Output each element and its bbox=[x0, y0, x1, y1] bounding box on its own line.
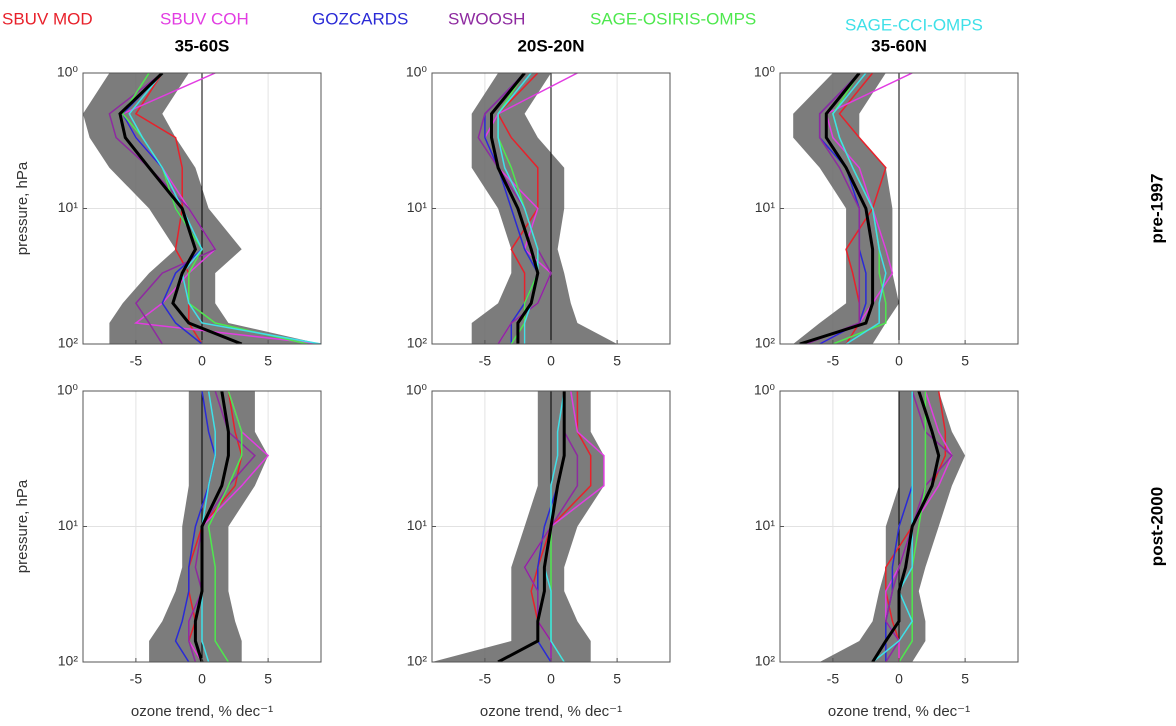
mean-line bbox=[871, 391, 941, 662]
series-line bbox=[174, 391, 216, 662]
y-tick-label: 10² bbox=[755, 335, 776, 351]
row-label: pre-1997 bbox=[1147, 174, 1166, 244]
x-tick-label: 0 bbox=[895, 353, 903, 369]
y-tick-label: 10² bbox=[407, 335, 428, 351]
plot-content bbox=[432, 391, 605, 662]
x-axis-label: ozone trend, % dec⁻¹ bbox=[131, 703, 273, 720]
series-line bbox=[497, 73, 539, 344]
x-tick-label: 5 bbox=[613, 671, 621, 687]
y-axis-label: pressure, hPa bbox=[14, 479, 31, 573]
x-tick-label: 0 bbox=[547, 671, 555, 687]
x-tick-label: 0 bbox=[198, 671, 206, 687]
x-tick-label: -5 bbox=[479, 353, 492, 369]
y-tick-label: 10² bbox=[58, 653, 79, 669]
y-tick-label: 10² bbox=[407, 653, 428, 669]
y-tick-label: 10¹ bbox=[58, 199, 79, 215]
envelope bbox=[819, 391, 966, 662]
y-tick-label: 10⁰ bbox=[406, 382, 428, 398]
panel: -5 0 5 10⁰ 10¹ 10² 35-60N pre-1997 bbox=[754, 36, 1167, 368]
panel: -5 0 5 10⁰ 10¹ 10² 35-60S pressure, hPa bbox=[14, 36, 322, 369]
legend-entry: SAGE-CCI-OMPS bbox=[845, 15, 983, 34]
x-tick-label: -5 bbox=[479, 671, 492, 687]
legend-entry: SWOOSH bbox=[448, 9, 525, 28]
envelope bbox=[471, 73, 618, 344]
series-line bbox=[832, 73, 887, 344]
mean-line bbox=[490, 73, 540, 344]
y-tick-label: 10² bbox=[58, 335, 79, 351]
plot-content bbox=[819, 391, 966, 662]
series-line bbox=[108, 73, 217, 344]
row-label: post-2000 bbox=[1147, 487, 1166, 566]
mean-line bbox=[799, 73, 875, 344]
legend-entry: SBUV MOD bbox=[2, 9, 93, 28]
y-tick-label: 10¹ bbox=[407, 199, 428, 215]
series-line bbox=[898, 391, 927, 662]
y-tick-label: 10¹ bbox=[407, 517, 428, 533]
series-line bbox=[806, 73, 861, 344]
legend-entry: SAGE-OSIRIS-OMPS bbox=[590, 9, 756, 28]
envelope bbox=[432, 391, 604, 662]
mean-line bbox=[118, 73, 243, 344]
x-tick-label: 0 bbox=[198, 353, 206, 369]
y-tick-label: 10⁰ bbox=[406, 64, 428, 80]
series-line bbox=[819, 73, 913, 344]
plot-content bbox=[793, 73, 913, 344]
series-line bbox=[128, 73, 321, 344]
y-tick-label: 10² bbox=[755, 653, 776, 669]
plot-content bbox=[471, 73, 618, 344]
x-tick-label: 5 bbox=[961, 671, 969, 687]
series-line bbox=[207, 391, 243, 662]
legend-entry: SBUV COH bbox=[160, 9, 249, 28]
mean-line bbox=[497, 391, 566, 662]
y-tick-label: 10⁰ bbox=[754, 64, 776, 80]
y-tick-label: 10⁰ bbox=[57, 382, 79, 398]
mean-line bbox=[193, 391, 230, 662]
x-axis-label: ozone trend, % dec⁻¹ bbox=[828, 703, 970, 720]
panel: -5 0 5 10⁰ 10¹ 10² pressure, hPa ozone trend, %… bbox=[14, 382, 322, 720]
x-tick-label: 5 bbox=[613, 353, 621, 369]
x-tick-label: -5 bbox=[827, 353, 840, 369]
x-tick-label: 0 bbox=[895, 671, 903, 687]
x-tick-label: 0 bbox=[547, 353, 555, 369]
series-line bbox=[134, 73, 203, 344]
x-tick-label: 5 bbox=[264, 353, 272, 369]
y-tick-label: 10¹ bbox=[755, 517, 776, 533]
series-line bbox=[872, 391, 914, 662]
panel-title: 35-60S bbox=[175, 36, 230, 55]
x-tick-label: 5 bbox=[961, 353, 969, 369]
series-line bbox=[484, 73, 539, 344]
x-tick-label: -5 bbox=[130, 671, 143, 687]
panel: -5 0 5 10⁰ 10¹ 10² ozone trend, % dec⁻¹ bbox=[406, 382, 671, 720]
panel: -5 0 5 10⁰ 10¹ 10² 20S-20N bbox=[406, 36, 671, 369]
x-tick-label: -5 bbox=[130, 353, 143, 369]
y-tick-label: 10⁰ bbox=[57, 64, 79, 80]
x-axis-label: ozone trend, % dec⁻¹ bbox=[480, 703, 622, 720]
plot-content bbox=[149, 391, 270, 662]
y-axis-label: pressure, hPa bbox=[14, 161, 31, 255]
series-line bbox=[187, 391, 243, 662]
x-tick-label: 5 bbox=[264, 671, 272, 687]
panel-title: 35-60N bbox=[871, 36, 927, 55]
x-tick-label: -5 bbox=[827, 671, 840, 687]
y-tick-label: 10⁰ bbox=[754, 382, 776, 398]
series-line bbox=[523, 391, 579, 662]
panel-title: 20S-20N bbox=[517, 36, 584, 55]
y-tick-label: 10¹ bbox=[58, 517, 79, 533]
legend-entry: GOZCARDS bbox=[312, 9, 408, 28]
plot-content bbox=[83, 73, 321, 344]
panel: -5 0 5 10⁰ 10¹ 10² ozone trend, % dec⁻¹ post-20… bbox=[754, 382, 1167, 720]
y-tick-label: 10¹ bbox=[755, 199, 776, 215]
